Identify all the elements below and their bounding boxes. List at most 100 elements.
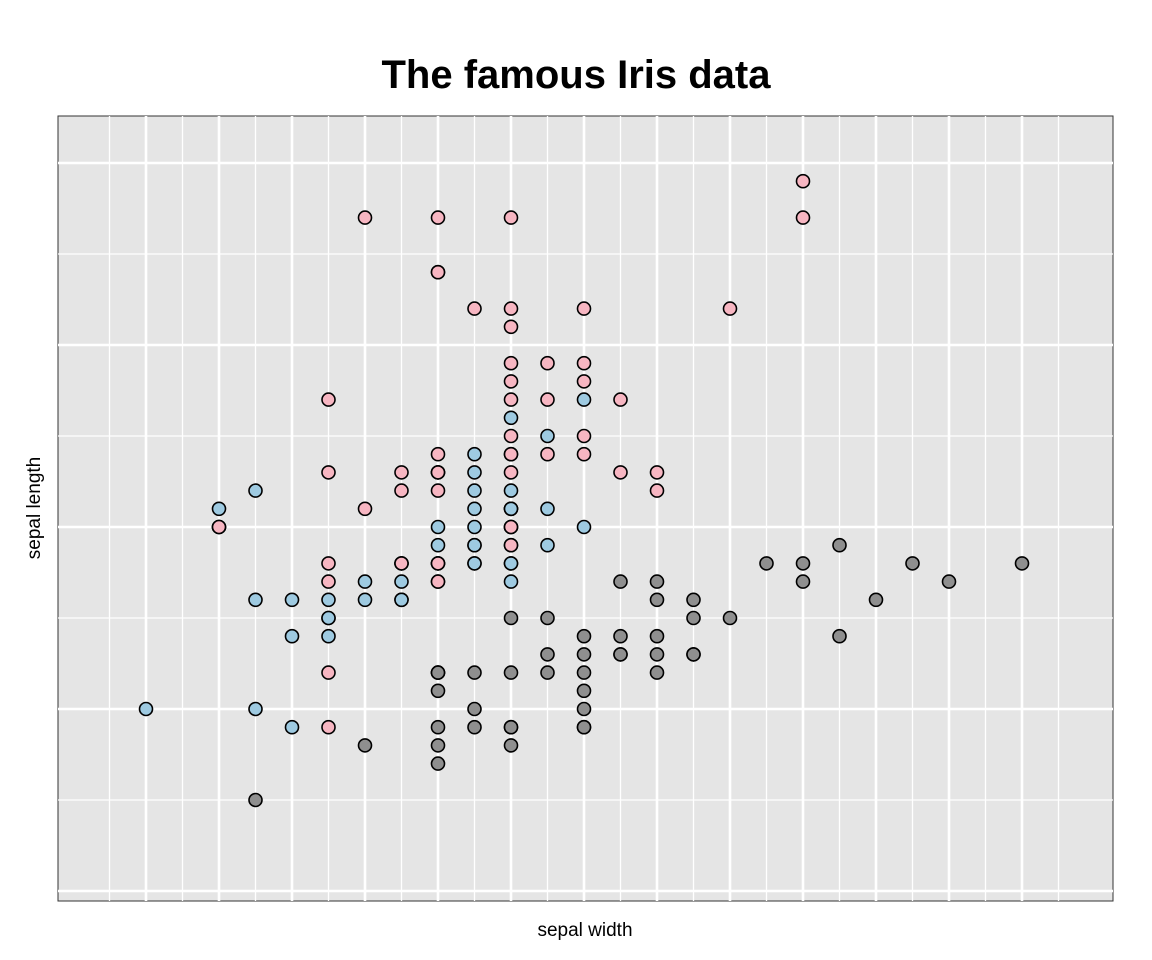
data-point <box>430 738 446 753</box>
data-point <box>503 355 519 371</box>
data-point <box>540 355 555 371</box>
data-point <box>138 701 154 717</box>
data-point <box>503 501 519 517</box>
data-point <box>467 301 482 316</box>
data-point <box>576 301 592 316</box>
data-point <box>321 665 336 680</box>
data-point <box>430 556 446 571</box>
data-point <box>686 610 701 626</box>
data-point <box>467 701 482 717</box>
data-point <box>503 301 519 316</box>
data-points <box>138 173 1030 808</box>
data-point <box>540 428 555 444</box>
data-point <box>613 647 628 662</box>
data-point <box>759 556 774 571</box>
data-point <box>503 319 519 335</box>
data-point <box>430 665 446 680</box>
data-point <box>540 392 555 407</box>
data-point <box>649 483 665 498</box>
data-point <box>686 592 701 608</box>
data-point <box>540 610 555 626</box>
data-point <box>503 446 519 462</box>
data-point <box>284 628 300 644</box>
data-point <box>503 210 519 225</box>
data-point <box>430 264 446 280</box>
data-point <box>248 592 263 608</box>
data-point <box>430 574 446 589</box>
data-point <box>321 610 336 626</box>
plot-background <box>57 115 1114 902</box>
data-point <box>430 537 446 553</box>
data-point <box>576 446 592 462</box>
data-point <box>394 574 409 589</box>
data-point <box>503 392 519 407</box>
data-point <box>795 556 811 571</box>
data-point <box>722 610 738 626</box>
chart-title: The famous Iris data <box>381 53 771 97</box>
data-point <box>868 592 884 608</box>
data-point <box>503 537 519 553</box>
data-point <box>357 592 373 608</box>
data-point <box>321 574 336 589</box>
data-point <box>832 537 847 553</box>
data-point <box>394 556 409 571</box>
data-point <box>1014 556 1030 571</box>
data-point <box>467 719 482 735</box>
data-point <box>248 701 263 717</box>
data-point <box>576 519 592 535</box>
data-point <box>503 574 519 589</box>
data-point <box>540 537 555 553</box>
data-point <box>613 628 628 644</box>
data-point <box>394 592 409 608</box>
data-point <box>357 738 373 753</box>
data-point <box>649 628 665 644</box>
data-point <box>649 592 665 608</box>
data-point <box>540 501 555 517</box>
data-point <box>503 428 519 444</box>
data-point <box>321 465 336 480</box>
data-point <box>430 683 446 699</box>
data-point <box>941 574 957 589</box>
data-point <box>430 756 446 771</box>
data-point <box>357 210 373 225</box>
data-point <box>503 374 519 389</box>
data-point <box>613 574 628 589</box>
data-point <box>248 792 263 808</box>
data-point <box>357 501 373 517</box>
data-point <box>467 483 482 498</box>
data-point <box>540 665 555 680</box>
data-point <box>540 446 555 462</box>
data-point <box>467 501 482 517</box>
data-point <box>430 446 446 462</box>
data-point <box>503 465 519 480</box>
data-point <box>503 556 519 571</box>
data-point <box>576 701 592 717</box>
data-point <box>649 647 665 662</box>
data-point <box>467 665 482 680</box>
data-point <box>430 719 446 735</box>
data-point <box>211 519 227 535</box>
data-point <box>321 719 336 735</box>
data-point <box>430 465 446 480</box>
data-point <box>467 465 482 480</box>
data-point <box>284 719 300 735</box>
data-point <box>905 556 920 571</box>
data-point <box>649 665 665 680</box>
data-point <box>211 501 227 517</box>
data-point <box>467 537 482 553</box>
data-point <box>576 374 592 389</box>
data-point <box>503 410 519 426</box>
data-point <box>576 628 592 644</box>
data-point <box>540 647 555 662</box>
data-point <box>795 574 811 589</box>
data-point <box>503 665 519 680</box>
data-point <box>321 628 336 644</box>
data-point <box>832 628 847 644</box>
data-point <box>613 392 628 407</box>
data-point <box>394 483 409 498</box>
data-point <box>503 519 519 535</box>
data-point <box>613 465 628 480</box>
data-point <box>321 556 336 571</box>
data-point <box>576 719 592 735</box>
data-point <box>467 519 482 535</box>
